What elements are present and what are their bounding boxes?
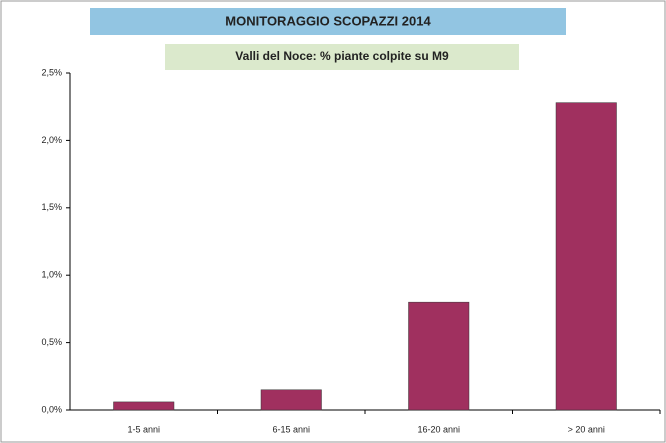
chart-subtitle: Valli del Noce: % piante colpite su M9 xyxy=(235,49,449,63)
x-tick-label: > 20 anni xyxy=(568,424,605,434)
x-tick-label: 1-5 anni xyxy=(127,424,160,434)
x-tick-label: 16-20 anni xyxy=(417,424,460,434)
y-tick-label: 2,5% xyxy=(41,67,62,77)
x-tick-label: 6-15 anni xyxy=(272,424,310,434)
y-tick-label: 2,0% xyxy=(41,135,62,145)
bar xyxy=(113,401,175,411)
title-banner xyxy=(90,8,566,35)
y-tick-label: 0,5% xyxy=(41,337,62,347)
subtitle-banner xyxy=(165,44,519,70)
chart-title: MONITORAGGIO SCOPAZZI 2014 xyxy=(225,13,431,28)
y-tick-label: 1,5% xyxy=(41,202,62,212)
y-tick-label: 0,0% xyxy=(41,404,62,414)
bar xyxy=(260,389,322,411)
bar xyxy=(555,102,617,411)
y-tick-label: 1,0% xyxy=(41,270,62,280)
bar xyxy=(408,301,470,411)
